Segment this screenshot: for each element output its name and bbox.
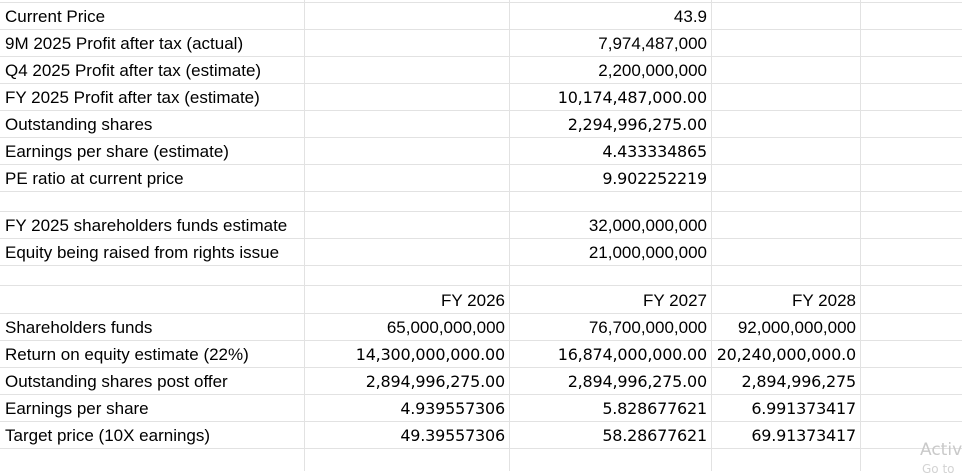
grid-line [0,448,962,449]
grid-line [0,367,962,368]
cell-value-shareholders-funds-fy2026[interactable]: 65,000,000,000 [386,318,505,337]
grid-line [0,421,962,422]
cell-value-shareholders-funds-fy2027[interactable]: 76,700,000,000 [588,318,707,337]
cell-value-equity-rights-issue[interactable]: 21,000,000,000 [588,243,707,262]
cell-value-target-price-fy2026[interactable]: 49.39557306 [400,426,505,445]
cell-value-fy-profit[interactable]: 10,174,487,000.00 [557,88,707,107]
cell-label-eps[interactable]: Earnings per share [5,399,149,418]
grid-line [0,2,962,3]
grid-line [0,313,962,314]
grid-line [0,110,962,111]
cell-value-roe-fy2027[interactable]: 16,874,000,000.00 [557,345,707,364]
cell-label-equity-rights-issue[interactable]: Equity being raised from rights issue [5,243,280,262]
column-header-fy2028[interactable]: FY 2028 [792,291,856,310]
cell-value-shareholders-funds-estimate[interactable]: 32,000,000,000 [588,216,707,235]
cell-label-shareholders-funds[interactable]: Shareholders funds [5,318,153,337]
cell-value-target-price-fy2028[interactable]: 69.91373417 [751,426,856,445]
cell-value-roe-fy2026[interactable]: 14,300,000,000.00 [355,345,505,364]
cell-value-eps-fy2026[interactable]: 4.939557306 [400,399,505,418]
cell-value-outstanding-shares[interactable]: 2,294,996,275.00 [567,115,708,134]
grid-line [0,285,962,286]
cell-label-outstanding-shares[interactable]: Outstanding shares [5,115,153,134]
cell-label-eps-estimate[interactable]: Earnings per share (estimate) [5,142,229,161]
grid-line [0,29,962,30]
grid-line [0,83,962,84]
grid-line [0,238,962,239]
grid-line [0,340,962,341]
cell-value-q4-profit[interactable]: 2,200,000,000 [598,61,707,80]
cell-value-shareholders-funds-fy2028[interactable]: 92,000,000,000 [737,318,856,337]
grid-line [0,191,962,192]
cell-value-shares-post-offer-fy2028[interactable]: 2,894,996,275 [741,372,857,391]
cell-value-target-price-fy2027[interactable]: 58.28677621 [602,426,707,445]
cell-label-roe-estimate[interactable]: Return on equity estimate (22%) [5,345,249,364]
grid-line [0,56,962,57]
cell-label-pe-ratio[interactable]: PE ratio at current price [5,169,184,188]
grid-line [304,0,305,471]
cell-label-fy-profit[interactable]: FY 2025 Profit after tax (estimate) [5,88,260,107]
cell-label-shareholders-funds-estimate[interactable]: FY 2025 shareholders funds estimate [5,216,288,235]
cell-value-eps-fy2027[interactable]: 5.828677621 [602,399,707,418]
grid-line [0,164,962,165]
grid-line [509,0,510,471]
column-header-fy2027[interactable]: FY 2027 [643,291,707,310]
grid-line [0,394,962,395]
cell-label-current-price[interactable]: Current Price [5,7,106,26]
cell-label-q4-profit[interactable]: Q4 2025 Profit after tax (estimate) [5,61,262,80]
cell-value-shares-post-offer-fy2026[interactable]: 2,894,996,275.00 [365,372,506,391]
grid-line [711,0,712,471]
cell-value-current-price[interactable]: 43.9 [673,7,707,26]
cell-value-pe-ratio[interactable]: 9.902252219 [602,169,707,188]
activation-watermark-subtext: Go to [922,462,955,476]
cell-value-9m-profit[interactable]: 7,974,487,000 [598,34,707,53]
cell-label-target-price[interactable]: Target price (10X earnings) [5,426,211,445]
grid-line [860,0,861,471]
activation-watermark: Activ [920,440,962,460]
column-header-fy2026[interactable]: FY 2026 [441,291,505,310]
cell-value-eps-estimate[interactable]: 4.433334865 [602,142,707,161]
cell-value-roe-fy2028[interactable]: 20,240,000,000.0 [716,345,857,364]
cell-label-shares-post-offer[interactable]: Outstanding shares post offer [5,372,228,391]
grid-line [0,211,962,212]
grid-line [0,137,962,138]
cell-value-shares-post-offer-fy2027[interactable]: 2,894,996,275.00 [567,372,708,391]
grid-line [0,265,962,266]
cell-value-eps-fy2028[interactable]: 6.991373417 [751,399,856,418]
cell-label-9m-profit[interactable]: 9M 2025 Profit after tax (actual) [5,34,244,53]
